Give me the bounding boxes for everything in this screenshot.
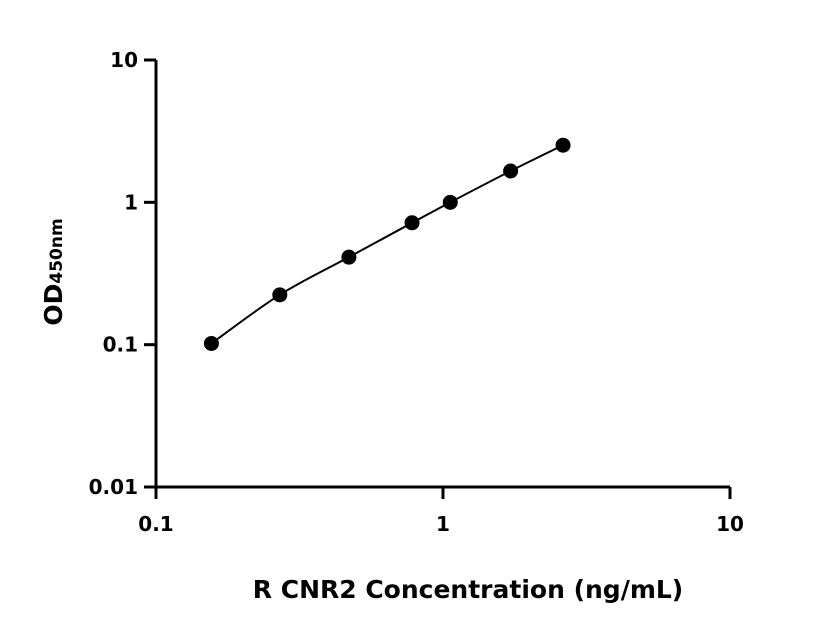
- y-axis-title: OD450nm: [39, 218, 68, 325]
- x-ticks: 0.1 1 10: [138, 487, 744, 536]
- axes: [154, 60, 730, 489]
- y-axis-title-subscript: 450nm: [47, 218, 67, 283]
- data-point: [404, 215, 420, 231]
- data-points: [203, 137, 571, 351]
- x-tick-label: 0.1: [138, 512, 173, 536]
- y-tick-label: 0.01: [89, 475, 138, 499]
- data-point: [555, 137, 571, 153]
- y-ticks: 0.01 0.1 1 10: [89, 48, 156, 499]
- y-tick-label: 0.1: [103, 333, 138, 357]
- x-tick-label: 10: [716, 512, 744, 536]
- data-point: [442, 194, 458, 210]
- data-point: [341, 249, 357, 265]
- data-point: [503, 163, 519, 179]
- data-point: [203, 335, 219, 351]
- y-tick-label: 1: [124, 190, 138, 214]
- y-tick-label: 10: [110, 48, 138, 72]
- x-axis-title: R CNR2 Concentration (ng/mL): [253, 575, 683, 604]
- data-point: [272, 287, 288, 303]
- x-tick-label: 1: [436, 512, 450, 536]
- y-axis-title-main: OD: [39, 284, 68, 326]
